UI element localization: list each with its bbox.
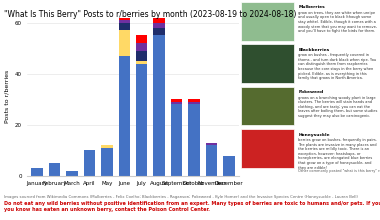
- Bar: [188, 99, 200, 102]
- Bar: [154, 23, 165, 28]
- Text: Do not eat any wild berries without positive identification from an expert. Many: Do not eat any wild berries without posi…: [4, 201, 380, 212]
- Text: Other commonly posted "what is this berry" requests include various nightshades,: Other commonly posted "what is this berr…: [298, 169, 380, 173]
- Bar: [119, 30, 130, 56]
- Bar: [241, 87, 294, 125]
- Bar: [206, 145, 217, 176]
- Bar: [188, 102, 200, 104]
- Bar: [171, 99, 182, 102]
- Bar: [49, 163, 60, 176]
- Text: grow on trees, they are white when unripe and usually open to black (though some: grow on trees, they are white when unrip…: [298, 11, 377, 33]
- Text: Images sourced from Wikimedia Commons (Mulberries - Felix Coelho; Blackberries -: Images sourced from Wikimedia Commons (M…: [4, 195, 358, 199]
- Text: Pokeweed: Pokeweed: [298, 90, 323, 94]
- Bar: [136, 43, 147, 51]
- Bar: [154, 18, 165, 23]
- Bar: [206, 143, 217, 145]
- Bar: [84, 150, 95, 176]
- Text: grows on a branching woody plant in large clusters. The berries will stain hands: grows on a branching woody plant in larg…: [298, 96, 378, 118]
- Bar: [101, 148, 112, 176]
- Bar: [119, 23, 130, 30]
- Bar: [241, 2, 294, 40]
- Bar: [136, 64, 147, 176]
- Bar: [171, 102, 182, 104]
- Bar: [171, 104, 182, 176]
- Bar: [154, 35, 165, 176]
- Bar: [241, 44, 294, 83]
- Bar: [119, 20, 130, 23]
- Bar: [101, 145, 112, 148]
- Text: Mulberries: Mulberries: [298, 6, 325, 9]
- Bar: [136, 61, 147, 64]
- Bar: [32, 168, 43, 176]
- Text: grow on bushes - frequently covered in thorns - and turn dark black when ripe. Y: grow on bushes - frequently covered in t…: [298, 53, 376, 80]
- Bar: [119, 56, 130, 176]
- Text: Blackberries: Blackberries: [298, 48, 329, 52]
- Bar: [136, 35, 147, 43]
- Text: Honeysuckle: Honeysuckle: [298, 133, 330, 137]
- Bar: [188, 104, 200, 176]
- Bar: [241, 129, 294, 168]
- Bar: [119, 10, 130, 20]
- Bar: [66, 171, 78, 176]
- Bar: [136, 51, 147, 61]
- Bar: [223, 156, 234, 176]
- Y-axis label: Posts to r/berries: Posts to r/berries: [4, 70, 9, 123]
- Bar: [154, 28, 165, 35]
- Text: berries grow on bushes, frequently in pairs. The plants are invasive in many pla: berries grow on bushes, frequently in pa…: [298, 138, 377, 170]
- Text: "What Is This Berry" Posts to r/berries by month (2023-08-19 to 2024-08-18): "What Is This Berry" Posts to r/berries …: [4, 10, 296, 19]
